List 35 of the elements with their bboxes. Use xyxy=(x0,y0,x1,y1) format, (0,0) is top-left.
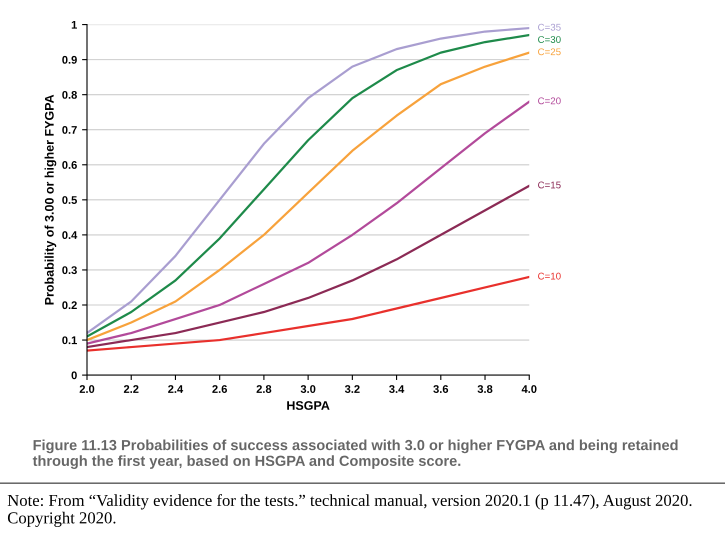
y-tick-label: 1 xyxy=(72,20,77,29)
y-tick-label: 0.2 xyxy=(62,301,77,310)
y-tick-label: 0.4 xyxy=(62,231,78,240)
y-tick-label: 0.6 xyxy=(62,161,77,169)
series-label: C=10 xyxy=(538,272,561,280)
x-tick-label: 2.2 xyxy=(124,385,139,393)
line-series xyxy=(87,184,530,348)
series-label: C=15 xyxy=(538,182,561,188)
x-axis-title: HSGPA xyxy=(287,401,330,410)
x-tick-label: 2.4 xyxy=(168,385,184,393)
y-axis-title: Probability of 3.00 or higher FYGPA xyxy=(44,94,56,304)
series-label: C=35 xyxy=(538,24,561,31)
x-tick-label: 2.0 xyxy=(80,385,94,393)
x-tick-label: 3.0 xyxy=(300,385,316,393)
line-series xyxy=(87,276,530,352)
y-tick-label: 0.3 xyxy=(62,266,77,274)
text: Figure 11.13 Probabilities of success associated with 3.0 or higher FYGPA and being retained through the first year, based on HSGPA and Composite score. xyxy=(32,440,678,469)
x-tick-label: 3.2 xyxy=(344,385,360,393)
x-tick-label: 3.4 xyxy=(389,385,404,393)
text: Note: From “Validity evidence for the tests.” technical manual, version 2020.1 (p 11.47), August 2020. Copyright 2020. xyxy=(8,494,692,527)
x-tick-label: 3.8 xyxy=(478,385,492,393)
x-tick-label: 4.0 xyxy=(522,385,537,393)
x-tick-label: 2.6 xyxy=(212,385,227,393)
y-tick-label: 0.9 xyxy=(62,56,77,64)
y-tick-label: 0.7 xyxy=(62,126,77,134)
y-tick-label: 0.5 xyxy=(62,196,77,204)
y-tick-label: 0.1 xyxy=(62,336,77,344)
line-series xyxy=(87,100,530,345)
series-label: C=25 xyxy=(538,48,561,56)
series-label: C=20 xyxy=(538,97,561,104)
y-tick-label: 0 xyxy=(72,371,77,380)
x-tick-label: 2.8 xyxy=(256,385,272,393)
x-tick-label: 3.6 xyxy=(433,385,448,393)
series-label: C=30 xyxy=(538,36,561,43)
y-tick-label: 0.8 xyxy=(62,90,77,99)
